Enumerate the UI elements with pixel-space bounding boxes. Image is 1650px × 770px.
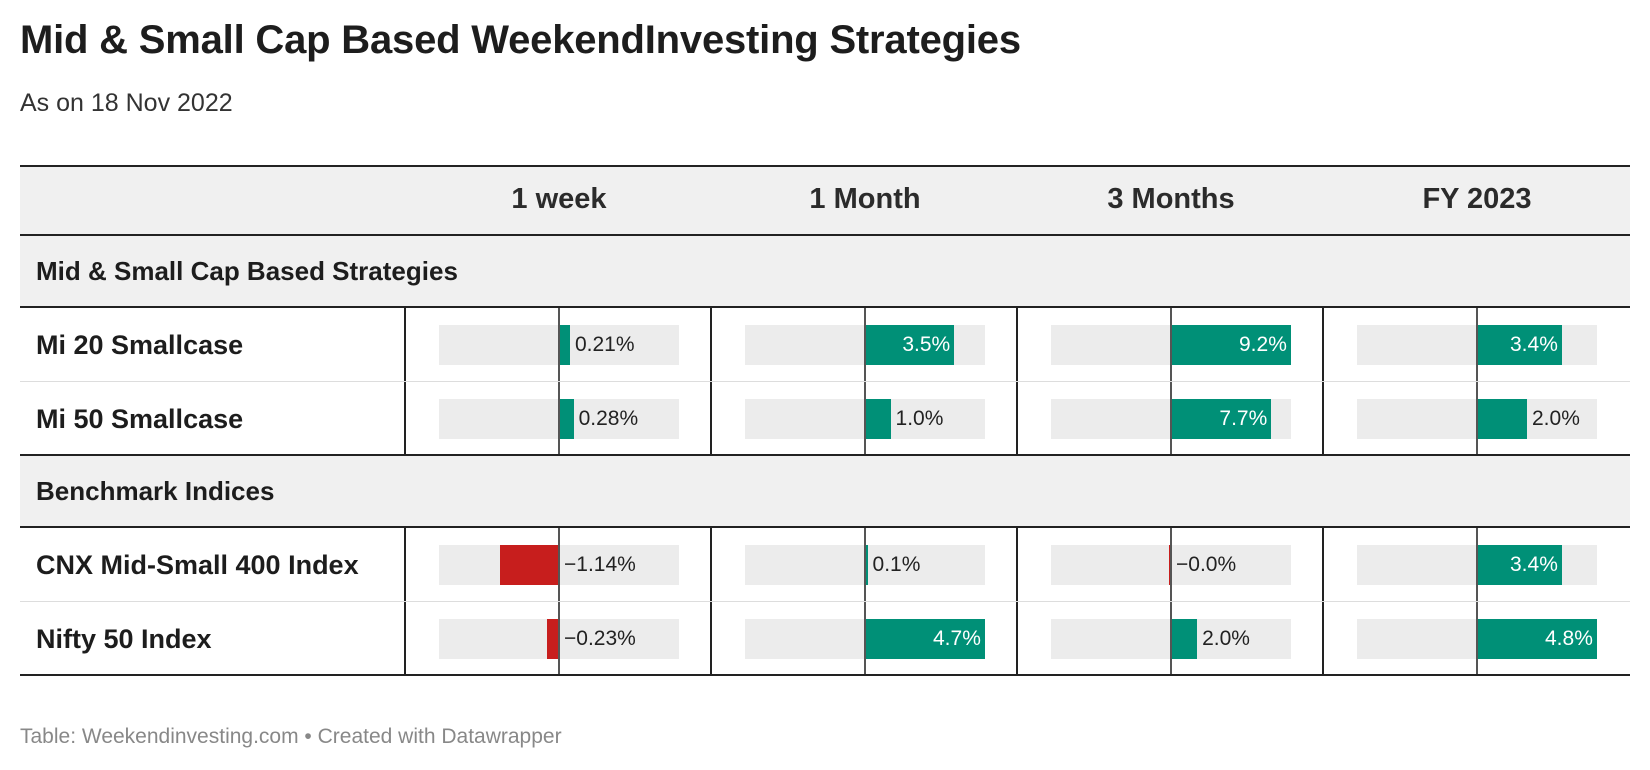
header-top-rule — [20, 165, 1630, 167]
value-label: 3.4% — [1510, 333, 1558, 356]
group-header-row: Benchmark Indices — [20, 456, 1630, 528]
zero-line — [864, 602, 866, 676]
column-separator — [1016, 602, 1018, 676]
column-separator — [710, 308, 712, 382]
column-separator — [1322, 308, 1324, 382]
column-separator — [1016, 528, 1018, 602]
row-label: Mi 50 Smallcase — [36, 404, 244, 434]
zero-line — [864, 308, 866, 382]
group-header-row: Mid & Small Cap Based Strategies — [20, 236, 1630, 308]
zero-line — [1476, 382, 1478, 456]
bar — [559, 325, 570, 365]
zero-line — [558, 382, 560, 456]
row-divider — [20, 601, 1630, 602]
column-separator — [1322, 602, 1324, 676]
column-header: FY 2023 — [1422, 183, 1532, 215]
chart-footer: Table: Weekendinvesting.com • Created wi… — [20, 725, 562, 748]
bar — [1168, 545, 1171, 585]
header-bottom-rule — [20, 234, 1630, 236]
value-label: 3.5% — [902, 333, 951, 356]
value-label: 4.8% — [1545, 627, 1593, 650]
column-separator — [1322, 382, 1324, 456]
bar — [1477, 545, 1562, 585]
row-label: Mi 20 Smallcase — [36, 330, 244, 360]
zero-line — [1170, 602, 1172, 676]
group-label: Mid & Small Cap Based Strategies — [36, 256, 458, 286]
zero-line — [864, 382, 866, 456]
bar — [499, 545, 559, 585]
zero-line — [1170, 528, 1172, 602]
table-row: Nifty 50 Index −0.23% 4.7% 2.0% 4.8% — [20, 602, 1630, 676]
value-label: 7.7% — [1219, 407, 1268, 430]
zero-line — [558, 602, 560, 676]
value-label: −0.23% — [564, 627, 636, 650]
bar — [865, 325, 955, 365]
chart-subtitle: As on 18 Nov 2022 — [20, 89, 233, 117]
column-separator — [710, 382, 712, 456]
bar — [1477, 399, 1527, 439]
value-label: 3.4% — [1510, 553, 1558, 576]
group-rule — [20, 306, 1630, 308]
table-row: CNX Mid-Small 400 Index −1.14% 0.1% −0.0% 3.… — [20, 528, 1630, 602]
table-row: Mi 50 Smallcase 0.28% 1.0% 7.7% 2.0% — [20, 382, 1630, 456]
header-row: 1 week 1 Month 3 Months FY 2023 — [20, 165, 1630, 236]
value-label: 2.0% — [1532, 407, 1580, 430]
column-separator — [404, 382, 406, 456]
bar — [547, 619, 559, 659]
column-header: 1 Month — [809, 183, 921, 215]
bar — [1477, 619, 1597, 659]
group-rule — [20, 526, 1630, 528]
column-header: 1 week — [511, 183, 607, 215]
value-label: 9.2% — [1239, 333, 1287, 356]
row-label: Nifty 50 Index — [36, 624, 212, 654]
group-label: Benchmark Indices — [36, 476, 275, 506]
zero-line — [1170, 308, 1172, 382]
bar — [1171, 325, 1291, 365]
zero-line — [1476, 602, 1478, 676]
column-separator — [1322, 528, 1324, 602]
column-header: 3 Months — [1107, 183, 1235, 215]
table-row: Mi 20 Smallcase 0.21% 3.5% 9.2% 3.4% — [20, 308, 1630, 382]
value-label: −1.14% — [564, 553, 636, 576]
bar — [1477, 325, 1562, 365]
value-label: 4.7% — [933, 627, 981, 650]
zero-line — [558, 308, 560, 382]
value-label: 0.21% — [574, 333, 635, 356]
column-separator — [404, 528, 406, 602]
value-label: 0.28% — [578, 407, 639, 430]
value-label: 0.1% — [872, 553, 921, 576]
bar — [1171, 399, 1272, 439]
column-separator — [404, 602, 406, 676]
chart-title: Mid & Small Cap Based WeekendInvesting S… — [20, 18, 1021, 62]
column-separator — [1016, 308, 1018, 382]
bar — [865, 399, 891, 439]
bar — [865, 619, 985, 659]
bar — [1171, 619, 1198, 659]
row-divider — [20, 381, 1630, 382]
column-separator — [404, 308, 406, 382]
column-separator — [710, 528, 712, 602]
bar — [865, 545, 868, 585]
zero-line — [558, 528, 560, 602]
row-label: CNX Mid-Small 400 Index — [36, 550, 359, 580]
column-separator — [1016, 382, 1018, 456]
zero-line — [1476, 308, 1478, 382]
zero-line — [1170, 382, 1172, 456]
zero-line — [864, 528, 866, 602]
value-label: 2.0% — [1202, 627, 1250, 650]
value-label: −0.0% — [1176, 553, 1237, 576]
value-label: 1.0% — [895, 407, 944, 430]
column-separator — [710, 602, 712, 676]
zero-line — [1476, 528, 1478, 602]
bar — [559, 399, 574, 439]
section-rule — [20, 454, 1630, 456]
section-rule — [20, 674, 1630, 676]
